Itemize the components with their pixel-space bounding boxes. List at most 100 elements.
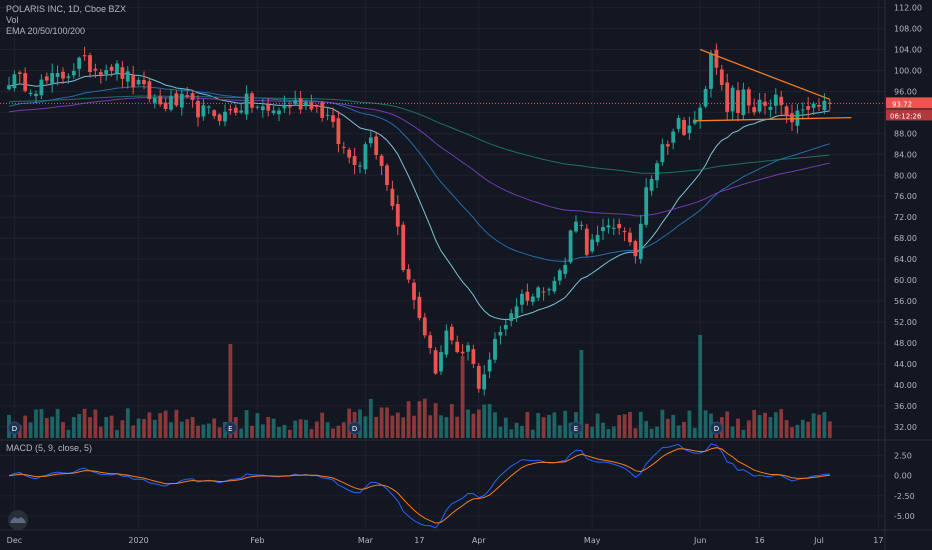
volume-bar xyxy=(579,350,584,438)
volume-bar xyxy=(476,409,481,438)
volume-bar xyxy=(773,412,778,438)
price-tick-label: 80.00 xyxy=(894,171,917,180)
candle-body xyxy=(790,113,794,123)
volume-bar xyxy=(536,413,541,438)
volume-bar xyxy=(120,420,125,438)
volume-bar xyxy=(617,415,622,438)
event-marker xyxy=(223,421,237,435)
price-tick-label: 88.00 xyxy=(894,129,917,138)
candle-body xyxy=(584,228,589,255)
candle-body xyxy=(260,106,265,111)
volume-bar xyxy=(655,426,659,438)
volume-bar xyxy=(455,416,460,438)
volume-bar xyxy=(806,421,811,438)
volume-bar xyxy=(417,401,422,438)
candle-body xyxy=(779,96,784,106)
candle-body xyxy=(266,104,271,111)
candle-body xyxy=(563,264,568,274)
candle-body xyxy=(34,93,38,97)
volume-bar xyxy=(201,424,206,438)
candle-body xyxy=(66,76,71,78)
ema20-line xyxy=(8,72,830,321)
candle-body xyxy=(773,94,778,106)
volume-bar xyxy=(28,422,33,438)
volume-bar xyxy=(736,418,740,438)
volume-bar xyxy=(817,414,821,438)
volume-bar xyxy=(82,408,87,438)
candle-body xyxy=(611,227,616,229)
volume-bar xyxy=(93,409,98,438)
volume-bar xyxy=(552,412,557,438)
candle-body xyxy=(206,106,211,108)
volume-bar xyxy=(800,419,805,438)
volume-bar xyxy=(530,429,535,438)
volume-bar xyxy=(439,415,443,438)
candle-body xyxy=(633,241,638,257)
candle-body xyxy=(503,324,508,330)
macd-line xyxy=(8,443,830,529)
price-tick-label: 104.00 xyxy=(894,46,922,55)
upper-trendline xyxy=(699,48,831,100)
macd-tick-label: 0.00 xyxy=(894,472,912,481)
volume-bar xyxy=(503,417,508,438)
candle-body xyxy=(93,68,98,71)
candle-body xyxy=(449,326,454,341)
event-marker-label: E xyxy=(228,425,232,433)
volume-bar xyxy=(266,417,271,438)
candle-body xyxy=(682,120,686,135)
candle-body xyxy=(368,137,373,144)
candle-body xyxy=(228,109,233,111)
volume-bar xyxy=(169,422,173,438)
candle-body xyxy=(55,73,60,77)
volume-bar xyxy=(206,423,211,438)
volume-bar xyxy=(628,412,632,438)
candle-body xyxy=(104,70,109,74)
ema100-line xyxy=(8,97,830,217)
candle-body xyxy=(827,102,832,104)
candle-body xyxy=(817,104,821,107)
volume-bar xyxy=(136,418,141,438)
candle-body xyxy=(638,223,643,259)
candle-body xyxy=(223,111,227,122)
volume-bar xyxy=(298,419,303,438)
volume-bar xyxy=(341,422,346,438)
candle-body xyxy=(547,289,551,291)
ema-legend: EMA 20/50/100/200 xyxy=(6,26,86,36)
volume-bar xyxy=(606,429,611,438)
volume-bar xyxy=(363,416,368,438)
price-tick-label: 48.00 xyxy=(894,339,917,348)
countdown-label: 06:12:26 xyxy=(890,112,922,120)
candle-body xyxy=(476,365,481,389)
volume-bar xyxy=(98,426,103,438)
candle-body xyxy=(212,110,217,117)
candle-body xyxy=(622,231,627,233)
candle-body xyxy=(309,102,314,110)
candle-body xyxy=(466,345,470,352)
candle-body xyxy=(255,106,260,108)
volume-bar xyxy=(412,415,416,438)
volume-bar xyxy=(822,412,827,438)
candle-body xyxy=(784,106,789,117)
volume-bar xyxy=(212,418,217,438)
volume-bar xyxy=(563,410,568,438)
candle-body xyxy=(179,93,184,108)
candle-body xyxy=(606,225,611,228)
candle-body xyxy=(444,330,449,355)
candle-body xyxy=(363,144,368,170)
candle-body xyxy=(142,79,146,85)
price-tick-label: 100.00 xyxy=(894,66,922,75)
volume-bar xyxy=(698,335,703,438)
macd-tick-label: -5.00 xyxy=(894,512,915,521)
volume-bar xyxy=(109,415,114,438)
volume-bar xyxy=(590,426,595,438)
volume-bar xyxy=(725,411,730,438)
candle-body xyxy=(77,57,82,69)
price-tick-label: 32.00 xyxy=(894,423,917,432)
volume-bar xyxy=(309,429,314,438)
volume-bar xyxy=(460,356,465,438)
time-tick-label: Mar xyxy=(358,536,374,545)
candle-body xyxy=(649,178,654,191)
price-tick-label: 112.00 xyxy=(894,4,922,13)
event-marker xyxy=(569,421,583,435)
